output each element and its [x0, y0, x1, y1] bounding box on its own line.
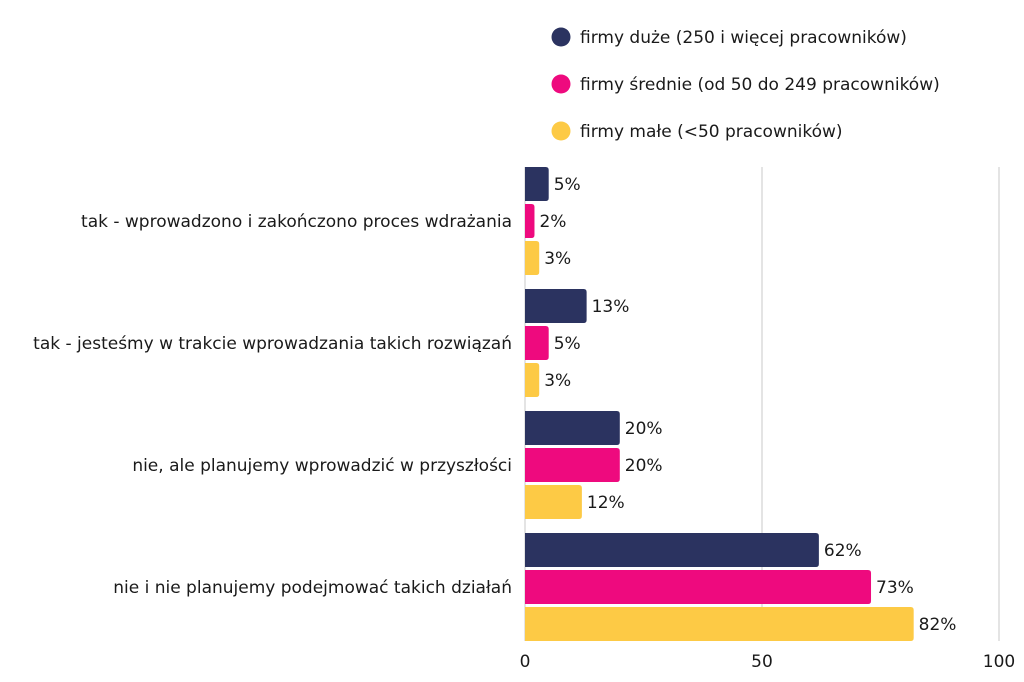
bar	[525, 448, 620, 482]
bar	[525, 204, 535, 238]
legend-marker	[551, 121, 571, 141]
x-tick-label: 100	[983, 652, 1015, 672]
bar	[525, 326, 549, 360]
data-label: 20%	[625, 456, 663, 476]
category-label: nie i nie planujemy podejmować takich dz…	[113, 578, 512, 598]
legend-label: firmy średnie (od 50 do 249 pracowników)	[580, 75, 940, 95]
bar	[525, 241, 540, 275]
bar	[525, 485, 582, 519]
category-label: tak - wprowadzono i zakończono proces wd…	[81, 212, 512, 232]
bar	[525, 289, 587, 323]
bar	[525, 167, 549, 201]
legend-marker	[551, 27, 571, 47]
data-label: 73%	[876, 578, 914, 598]
data-label: 12%	[587, 493, 625, 513]
x-tick-label: 50	[751, 652, 773, 672]
data-label: 2%	[539, 212, 566, 232]
data-label: 13%	[592, 297, 630, 317]
legend-label: firmy małe (<50 pracowników)	[580, 122, 843, 142]
legend-label: firmy duże (250 i więcej pracowników)	[580, 28, 907, 48]
category-label: tak - jesteśmy w trakcie wprowadzania ta…	[33, 334, 512, 354]
data-label: 3%	[544, 371, 571, 391]
data-label: 3%	[544, 249, 571, 269]
data-label: 82%	[919, 615, 957, 635]
bar	[525, 533, 819, 567]
data-label: 5%	[554, 334, 581, 354]
bar	[525, 363, 540, 397]
bar	[525, 607, 914, 641]
bar	[525, 411, 620, 445]
data-label: 20%	[625, 419, 663, 439]
data-label: 5%	[554, 175, 581, 195]
data-label: 62%	[824, 541, 862, 561]
bar	[525, 570, 872, 604]
category-label: nie, ale planujemy wprowadzić w przyszło…	[132, 456, 512, 476]
x-tick-label: 0	[520, 652, 531, 672]
legend-marker	[551, 74, 571, 94]
